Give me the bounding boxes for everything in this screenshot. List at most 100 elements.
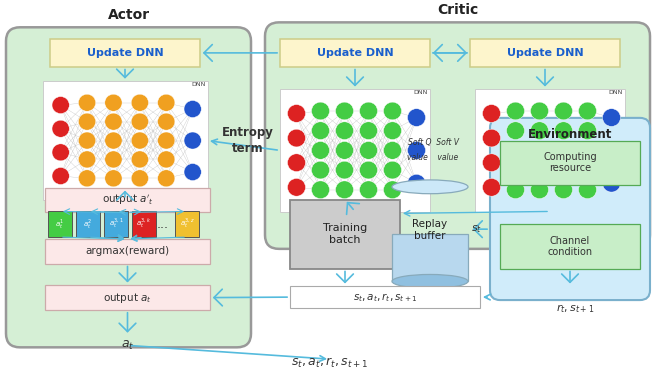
- Circle shape: [287, 154, 306, 171]
- Text: Environment: Environment: [528, 128, 612, 141]
- Circle shape: [287, 105, 306, 122]
- Circle shape: [360, 181, 378, 198]
- Circle shape: [78, 113, 96, 130]
- Circle shape: [482, 105, 500, 122]
- FancyBboxPatch shape: [6, 27, 251, 347]
- Circle shape: [78, 151, 96, 168]
- Circle shape: [184, 132, 201, 149]
- Circle shape: [105, 94, 122, 111]
- Text: $a^2_t$: $a^2_t$: [84, 217, 93, 231]
- Circle shape: [360, 141, 378, 159]
- Circle shape: [158, 94, 175, 111]
- Circle shape: [554, 161, 573, 179]
- FancyBboxPatch shape: [50, 39, 200, 67]
- Text: $r_t, s_{t+1}$: $r_t, s_{t+1}$: [556, 302, 594, 315]
- FancyBboxPatch shape: [475, 89, 625, 212]
- Text: Training
batch: Training batch: [323, 223, 367, 245]
- FancyBboxPatch shape: [500, 224, 640, 269]
- Circle shape: [507, 141, 525, 159]
- Text: Replay
buffer: Replay buffer: [413, 219, 447, 241]
- Text: Update DNN: Update DNN: [317, 48, 393, 58]
- Circle shape: [105, 132, 122, 149]
- Circle shape: [312, 122, 330, 139]
- Text: $a^{3,1}_t$: $a^{3,1}_t$: [109, 217, 123, 232]
- Text: $a_t$: $a_t$: [121, 339, 134, 352]
- Circle shape: [158, 132, 175, 149]
- FancyBboxPatch shape: [392, 234, 468, 281]
- Text: DNN: DNN: [414, 90, 428, 95]
- Circle shape: [554, 122, 573, 139]
- Text: ...: ...: [157, 218, 169, 231]
- Text: $a^1_t$: $a^1_t$: [55, 217, 65, 231]
- Text: $a^{3,k}_t$: $a^{3,k}_t$: [136, 217, 152, 232]
- Circle shape: [52, 144, 69, 161]
- Circle shape: [78, 170, 96, 187]
- FancyBboxPatch shape: [280, 39, 430, 67]
- Circle shape: [554, 102, 573, 120]
- Circle shape: [131, 132, 148, 149]
- Circle shape: [384, 181, 401, 198]
- FancyBboxPatch shape: [132, 211, 156, 237]
- FancyBboxPatch shape: [45, 239, 210, 264]
- FancyBboxPatch shape: [76, 211, 100, 237]
- Ellipse shape: [392, 180, 468, 194]
- Circle shape: [105, 170, 122, 187]
- Circle shape: [335, 161, 353, 179]
- Circle shape: [335, 102, 353, 120]
- Circle shape: [184, 101, 201, 118]
- Circle shape: [335, 181, 353, 198]
- Text: Entropy: Entropy: [222, 126, 274, 139]
- Circle shape: [131, 113, 148, 130]
- Circle shape: [78, 132, 96, 149]
- Circle shape: [482, 129, 500, 147]
- FancyBboxPatch shape: [45, 285, 210, 310]
- Text: Actor: Actor: [107, 9, 150, 22]
- FancyBboxPatch shape: [42, 82, 208, 200]
- Circle shape: [507, 102, 525, 120]
- Circle shape: [312, 161, 330, 179]
- Circle shape: [530, 141, 548, 159]
- Circle shape: [530, 102, 548, 120]
- Text: output $a_t$: output $a_t$: [103, 290, 152, 305]
- Circle shape: [530, 122, 548, 139]
- Text: Computing
resource: Computing resource: [543, 152, 597, 174]
- Circle shape: [312, 141, 330, 159]
- Circle shape: [579, 102, 596, 120]
- FancyBboxPatch shape: [280, 89, 430, 212]
- Text: Soft Q  Soft V: Soft Q Soft V: [407, 138, 459, 147]
- Circle shape: [52, 120, 69, 137]
- Circle shape: [360, 102, 378, 120]
- Circle shape: [131, 170, 148, 187]
- Circle shape: [602, 174, 621, 192]
- Circle shape: [407, 109, 426, 127]
- Text: $s_t$: $s_t$: [471, 223, 482, 235]
- Circle shape: [507, 161, 525, 179]
- Circle shape: [105, 151, 122, 168]
- Circle shape: [52, 167, 69, 184]
- Circle shape: [131, 94, 148, 111]
- Circle shape: [579, 141, 596, 159]
- Circle shape: [384, 122, 401, 139]
- Circle shape: [579, 122, 596, 139]
- FancyBboxPatch shape: [48, 211, 72, 237]
- Circle shape: [482, 178, 500, 196]
- Text: $s_t, a_t, r_t, s_{t+1}$: $s_t, a_t, r_t, s_{t+1}$: [291, 356, 368, 370]
- Circle shape: [360, 122, 378, 139]
- Text: Channel
condition: Channel condition: [548, 236, 592, 257]
- Text: argmax(reward): argmax(reward): [86, 246, 169, 256]
- Circle shape: [384, 141, 401, 159]
- Text: Update DNN: Update DNN: [87, 48, 163, 58]
- Circle shape: [407, 141, 426, 159]
- Circle shape: [579, 181, 596, 198]
- Circle shape: [602, 141, 621, 159]
- Circle shape: [52, 96, 69, 114]
- FancyBboxPatch shape: [290, 286, 480, 308]
- Circle shape: [312, 181, 330, 198]
- Circle shape: [360, 161, 378, 179]
- Text: DNN: DNN: [609, 90, 623, 95]
- Circle shape: [335, 122, 353, 139]
- Text: Update DNN: Update DNN: [507, 48, 583, 58]
- FancyBboxPatch shape: [500, 141, 640, 185]
- Circle shape: [105, 113, 122, 130]
- Circle shape: [554, 141, 573, 159]
